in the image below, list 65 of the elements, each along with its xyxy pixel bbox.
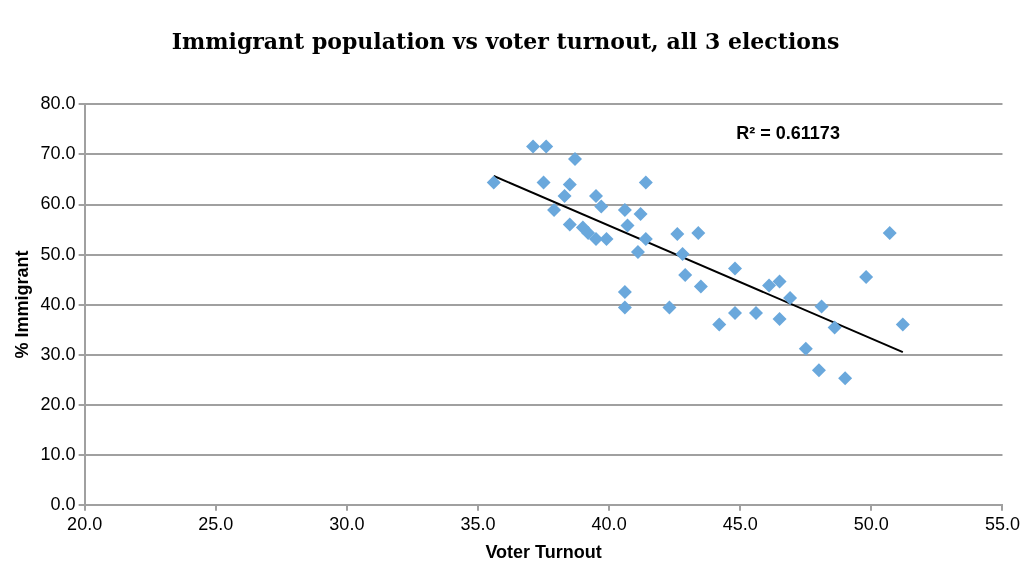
point xyxy=(568,151,583,166)
x-tick-label: 40.0 xyxy=(591,513,627,534)
x-tick-label: 25.0 xyxy=(198,513,234,534)
y-tick-label: 20.0 xyxy=(40,393,76,414)
point xyxy=(762,278,777,293)
point xyxy=(589,232,604,247)
point xyxy=(638,232,653,247)
y-tick-label: 0.0 xyxy=(50,493,76,514)
point xyxy=(859,270,874,285)
x-tick-label: 45.0 xyxy=(722,513,758,534)
point xyxy=(662,300,677,315)
point xyxy=(617,285,632,300)
point xyxy=(562,217,577,232)
x-tick-label: 35.0 xyxy=(460,513,496,534)
point xyxy=(617,300,632,315)
point xyxy=(670,227,685,242)
y-tick-label: 10.0 xyxy=(40,443,76,464)
point xyxy=(557,188,572,203)
point xyxy=(678,268,693,283)
point xyxy=(748,306,763,321)
point xyxy=(827,320,842,335)
point xyxy=(539,139,554,154)
point xyxy=(838,371,853,386)
y-tick-label: 60.0 xyxy=(40,193,76,214)
y-tick-label: 30.0 xyxy=(40,343,76,364)
point xyxy=(486,175,501,190)
point xyxy=(617,203,632,218)
point xyxy=(547,203,562,218)
point xyxy=(599,232,614,247)
point xyxy=(712,317,727,332)
point xyxy=(693,279,708,294)
point xyxy=(526,139,541,154)
point xyxy=(811,363,826,378)
point xyxy=(638,175,653,190)
point xyxy=(589,188,604,203)
y-tick-label: 70.0 xyxy=(40,143,76,164)
y-tick-label: 50.0 xyxy=(40,243,76,264)
point xyxy=(536,175,551,190)
point xyxy=(691,226,706,241)
x-tick-label: 20.0 xyxy=(67,513,103,534)
point xyxy=(882,226,897,241)
annotation: R² = 0.61173 xyxy=(736,123,840,144)
point xyxy=(675,247,690,262)
point xyxy=(772,312,787,327)
point xyxy=(562,177,577,192)
point xyxy=(633,207,648,222)
point xyxy=(798,341,813,356)
point xyxy=(594,199,609,214)
y-tick-label: 40.0 xyxy=(40,293,76,314)
point xyxy=(581,226,596,241)
x-tick-label: 30.0 xyxy=(329,513,365,534)
y-axis-title: % Immigrant xyxy=(11,250,32,359)
x-axis-title: Voter Turnout xyxy=(485,542,602,563)
point xyxy=(630,245,645,260)
y-tick-label: 80.0 xyxy=(40,93,76,114)
x-tick-label: 55.0 xyxy=(984,513,1021,534)
point xyxy=(728,306,742,321)
point xyxy=(728,261,742,276)
x-tick-label: 50.0 xyxy=(853,513,889,534)
point xyxy=(772,274,787,289)
chart-title: Immigrant population vs voter turnout, all 3 elections xyxy=(171,27,840,54)
point xyxy=(783,291,798,306)
point xyxy=(814,299,829,314)
point xyxy=(620,218,635,233)
point xyxy=(895,317,910,332)
